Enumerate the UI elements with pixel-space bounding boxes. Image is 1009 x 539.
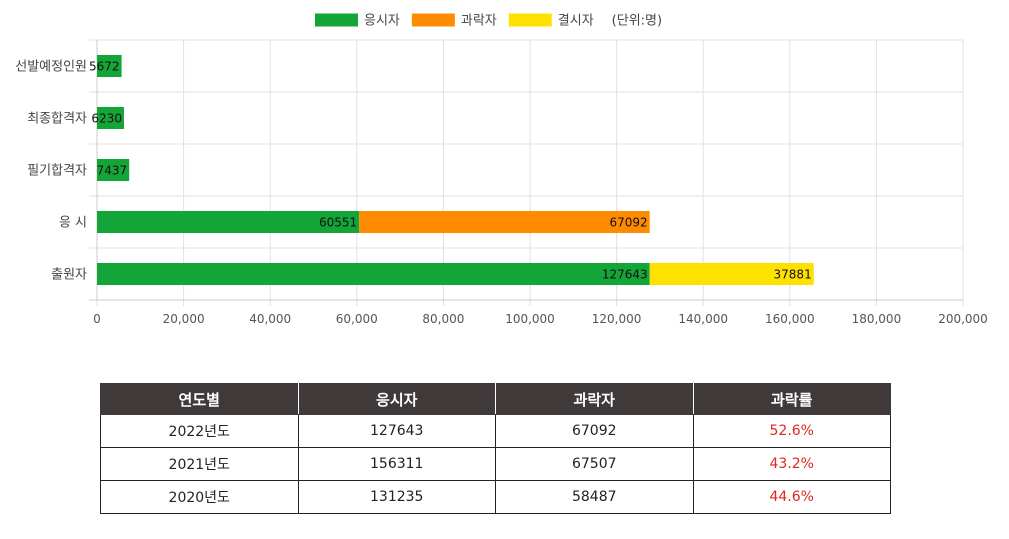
y-category-label: 최종합격자	[27, 112, 87, 127]
cell-year: 2022년도	[100, 414, 299, 448]
x-tick-label: 80,000	[422, 312, 464, 326]
cell-year: 2020년도	[100, 480, 299, 514]
legend-swatch	[508, 13, 552, 27]
bar-value-label: 67092	[610, 216, 648, 230]
cell-fail-rate: 52.6%	[692, 414, 891, 448]
bar-value-label: 7437	[97, 164, 128, 178]
bar-chart: 응시자 과락자 결시자 (단위:명) 0 20,000 40,000 60,000 80,00…	[15, 13, 988, 327]
col-header-examinees: 응시자	[297, 383, 496, 415]
cell-fail-rate: 43.2%	[692, 447, 891, 481]
bar-segment	[97, 263, 650, 285]
x-tick-label: 0	[93, 312, 101, 326]
x-tick-label: 120,000	[592, 312, 642, 326]
y-category-label: 선발예정인원	[15, 60, 87, 75]
x-tick-label: 140,000	[678, 312, 728, 326]
table-row: 2020년도 131235 58487 44.6%	[100, 480, 891, 514]
y-category-label: 출원자	[51, 268, 87, 283]
legend-label: 응시자	[364, 14, 400, 29]
bar-value-label: 60551	[319, 216, 357, 230]
bar-segment	[649, 263, 814, 285]
stats-table: 연도별 응시자 과락자 과락률 2022년도 127643 67092 52.6…	[100, 383, 891, 514]
x-tick-label: 60,000	[336, 312, 378, 326]
col-header-year: 연도별	[100, 383, 299, 415]
legend-label: 과락자	[461, 14, 497, 29]
bar-value-label: 6230	[91, 112, 122, 126]
y-category-label: 필기합격자	[27, 164, 87, 179]
legend-swatch	[411, 13, 455, 27]
col-header-fail-rate: 과락률	[692, 383, 891, 415]
bar-segment	[97, 107, 124, 129]
cell-examinees: 156311	[297, 447, 496, 481]
cell-examinees: 131235	[297, 480, 496, 514]
chart-bars	[97, 55, 814, 285]
cell-failed: 67092	[495, 414, 694, 448]
bar-value-label: 127643	[602, 268, 648, 282]
bar-value-label: 37881	[774, 268, 812, 282]
legend-swatch	[315, 13, 358, 27]
legend-label: 결시자	[558, 14, 594, 29]
bar-value-label: 5672	[89, 60, 120, 74]
cell-year: 2021년도	[100, 447, 299, 481]
x-tick-label: 160,000	[765, 312, 815, 326]
y-category-label: 응 시	[59, 216, 87, 231]
cell-fail-rate: 44.6%	[692, 480, 891, 514]
bar-segment	[97, 211, 360, 233]
bar-segment	[359, 211, 650, 233]
chart-labels: 0 20,000 40,000 60,000 80,000 100,000 120,000 1…	[15, 60, 988, 327]
table-row: 2022년도 127643 67092 52.6%	[100, 414, 891, 448]
cell-failed: 67507	[495, 447, 694, 481]
chart-legend: 응시자 과락자 결시자 (단위:명)	[315, 13, 662, 29]
x-tick-label: 200,000	[938, 312, 988, 326]
bar-segment	[97, 159, 130, 181]
cell-failed: 58487	[495, 480, 694, 514]
col-header-failed: 과락자	[495, 383, 694, 415]
x-tick-label: 180,000	[852, 312, 902, 326]
x-tick-label: 40,000	[249, 312, 291, 326]
x-tick-label: 20,000	[163, 312, 205, 326]
unit-note: (단위:명)	[612, 14, 662, 29]
table-row: 2021년도 156311 67507 43.2%	[100, 447, 891, 481]
bar-segment	[97, 55, 122, 77]
cell-examinees: 127643	[297, 414, 496, 448]
x-tick-label: 100,000	[505, 312, 555, 326]
table-header-row: 연도별 응시자 과락자 과락률	[100, 383, 891, 415]
